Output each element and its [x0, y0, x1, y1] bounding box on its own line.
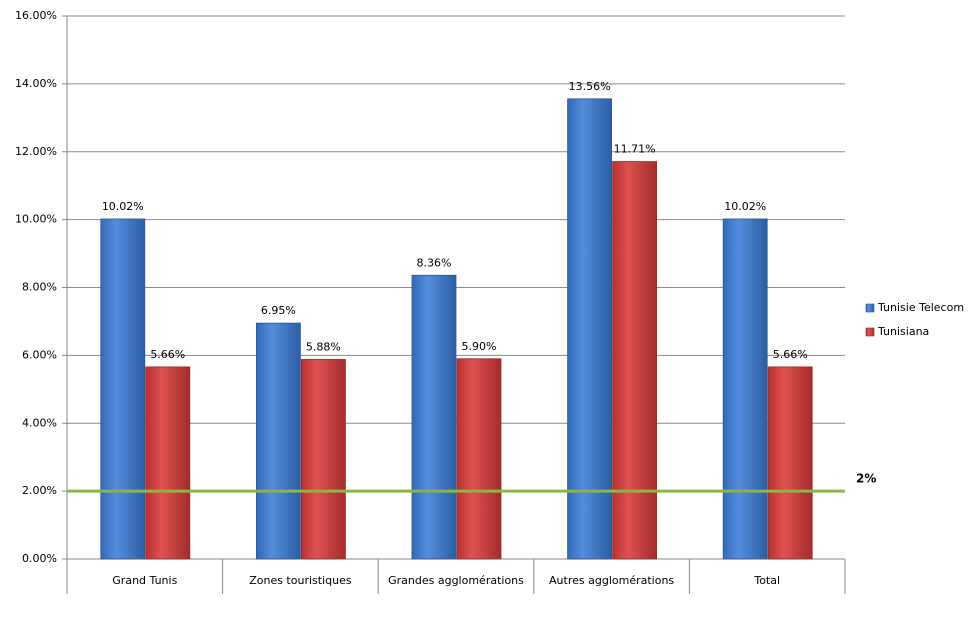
reference-label: 2%	[856, 472, 876, 486]
bar	[567, 98, 612, 560]
y-tick-label: 10.00%	[15, 213, 57, 226]
bar	[456, 358, 502, 560]
y-tick-label: 16.00%	[15, 9, 57, 22]
data-label: 5.66%	[150, 348, 185, 361]
y-tick-label: 12.00%	[15, 145, 57, 158]
x-tick-label: Grand Tunis	[112, 574, 177, 587]
data-label: 8.36%	[417, 256, 452, 269]
legend-label: Tunisie Telecom	[877, 301, 964, 314]
data-label: 5.88%	[306, 340, 341, 353]
data-label: 6.95%	[261, 304, 296, 317]
bar	[411, 274, 457, 560]
y-tick-label: 4.00%	[22, 416, 57, 429]
bar	[722, 218, 768, 560]
legend-label: Tunisiana	[877, 325, 929, 338]
y-tick-label: 2.00%	[22, 484, 57, 497]
data-label: 5.66%	[773, 348, 808, 361]
y-tick-label: 0.00%	[22, 552, 57, 565]
x-tick-label: Total	[753, 574, 780, 587]
data-label: 11.71%	[614, 143, 656, 156]
bar	[100, 218, 146, 560]
data-label: 13.56%	[569, 80, 611, 93]
x-tick-label: Zones touristiques	[249, 574, 352, 587]
x-tick-label: Grandes agglomérations	[388, 574, 524, 587]
bar	[255, 322, 301, 560]
bar	[612, 161, 657, 560]
legend-swatch	[865, 303, 875, 313]
bar	[300, 359, 346, 560]
data-label: 10.02%	[102, 200, 144, 213]
bar	[145, 366, 191, 560]
y-tick-label: 6.00%	[22, 348, 57, 361]
data-label: 10.02%	[724, 200, 766, 213]
y-tick-label: 8.00%	[22, 281, 57, 294]
legend-swatch	[865, 327, 875, 337]
data-label: 5.90%	[462, 340, 497, 353]
y-tick-label: 14.00%	[15, 77, 57, 90]
x-tick-label: Autres agglomérations	[549, 574, 674, 587]
bar	[767, 366, 813, 560]
